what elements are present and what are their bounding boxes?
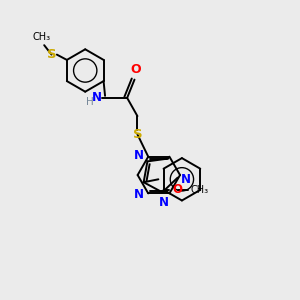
Text: CH₃: CH₃ — [32, 32, 50, 42]
Text: H: H — [86, 97, 94, 107]
Text: S: S — [47, 48, 56, 61]
Text: N: N — [159, 196, 169, 209]
Text: N: N — [134, 149, 144, 162]
Text: S: S — [133, 128, 142, 141]
Text: N: N — [92, 92, 102, 104]
Text: N: N — [181, 172, 190, 186]
Text: O: O — [172, 183, 182, 196]
Text: CH₃: CH₃ — [191, 185, 209, 195]
Text: N: N — [134, 188, 144, 201]
Text: O: O — [131, 63, 141, 76]
